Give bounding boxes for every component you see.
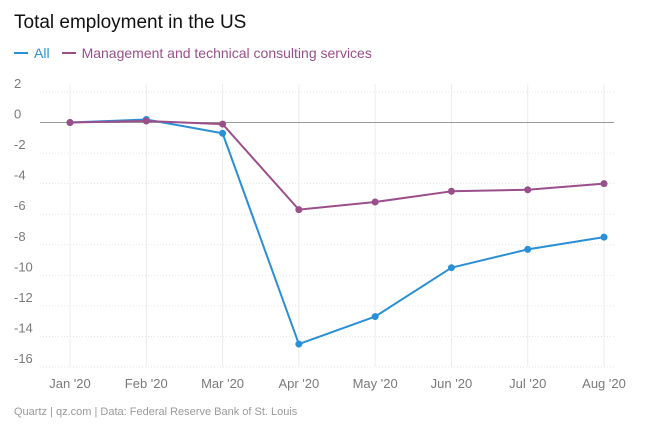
data-point [524, 186, 532, 194]
data-point [295, 206, 303, 214]
y-tick-label: -2 [14, 137, 26, 152]
data-point [600, 233, 608, 241]
data-point [524, 245, 532, 253]
y-tick-label: 2 [14, 76, 21, 91]
y-tick-label: -4 [14, 168, 26, 183]
data-point [219, 120, 227, 128]
legend-swatch-all [14, 52, 28, 54]
x-tick-label: Feb '20 [125, 376, 168, 391]
x-tick-label: May '20 [353, 376, 398, 391]
y-tick-label: -8 [14, 229, 26, 244]
legend-item-consulting: Management and technical consulting serv… [61, 45, 372, 61]
y-tick-label: -10 [14, 259, 33, 274]
source-note: Quartz | qz.com | Data: Federal Reserve … [14, 406, 298, 418]
legend-label-all: All [34, 45, 50, 61]
y-tick-label: -12 [14, 290, 33, 305]
x-tick-label: Jan '20 [49, 376, 91, 391]
x-tick-label: Jul '20 [509, 376, 546, 391]
y-tick-label: -16 [14, 351, 33, 366]
data-point [371, 313, 379, 321]
data-point [219, 129, 227, 137]
data-point [371, 198, 379, 206]
data-point [600, 180, 608, 188]
y-tick-label: -6 [14, 198, 26, 213]
x-tick-label: Jun '20 [431, 376, 473, 391]
data-point [142, 117, 150, 125]
legend-swatch-consulting [61, 52, 76, 54]
x-tick-label: Aug '20 [582, 376, 626, 391]
y-tick-label: -14 [14, 320, 33, 335]
data-point [295, 340, 303, 348]
chart-title: Total employment in the US [14, 12, 247, 33]
x-tick-label: Mar '20 [201, 376, 244, 391]
legend: All Management and technical consulting … [14, 45, 384, 61]
x-tick-label: Apr '20 [278, 376, 319, 391]
legend-label-consulting: Management and technical consulting serv… [81, 45, 372, 61]
series-line-1 [69, 120, 605, 211]
y-tick-label: 0 [14, 107, 21, 122]
legend-item-all: All [14, 45, 50, 61]
data-point [447, 264, 455, 272]
data-point [66, 119, 74, 127]
data-point [447, 187, 455, 195]
